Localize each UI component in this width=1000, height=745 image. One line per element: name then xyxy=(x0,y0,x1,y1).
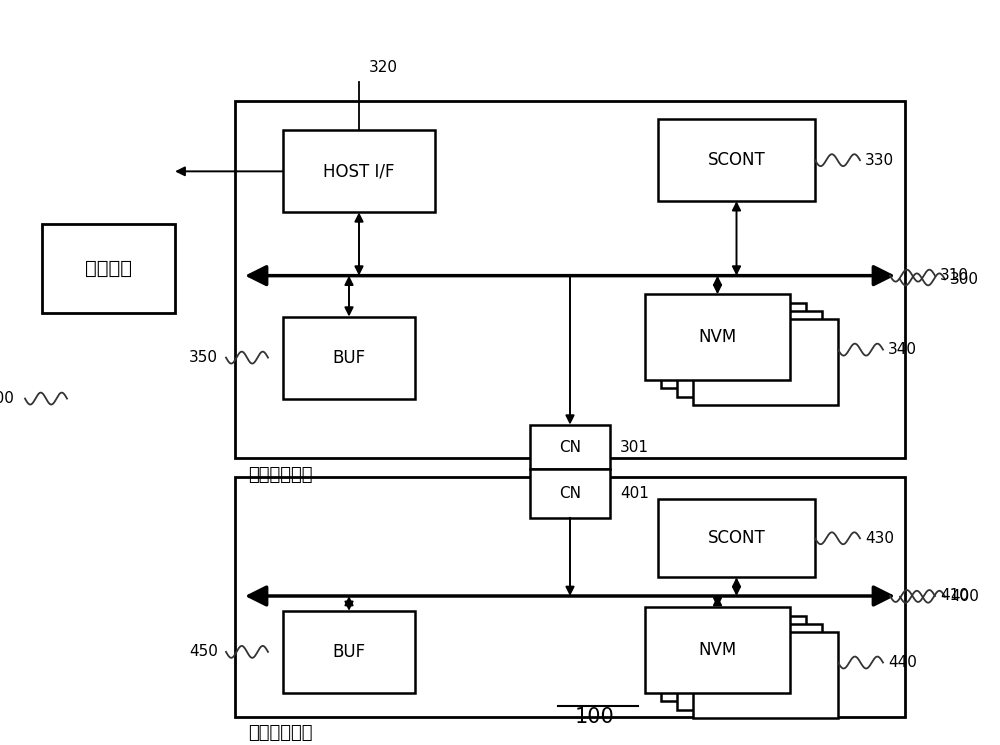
Text: 410: 410 xyxy=(940,589,969,603)
Text: 350: 350 xyxy=(189,350,218,365)
Text: NVM: NVM xyxy=(698,641,737,659)
Bar xyxy=(677,624,822,709)
Text: 440: 440 xyxy=(888,655,917,670)
Bar xyxy=(693,320,838,405)
Text: 第一存储设备: 第一存储设备 xyxy=(248,466,312,484)
Bar xyxy=(530,469,610,518)
Text: SCONT: SCONT xyxy=(708,529,765,548)
Bar xyxy=(283,611,415,693)
Text: CN: CN xyxy=(559,440,581,454)
Bar xyxy=(235,101,905,458)
Text: 450: 450 xyxy=(189,644,218,659)
Bar xyxy=(677,311,822,396)
Text: BUF: BUF xyxy=(332,643,366,661)
Bar xyxy=(283,317,415,399)
Text: 401: 401 xyxy=(620,486,649,501)
Bar xyxy=(661,302,806,388)
Text: SCONT: SCONT xyxy=(708,151,765,169)
Bar xyxy=(235,477,905,717)
Text: 430: 430 xyxy=(865,530,894,546)
Text: HOST I/F: HOST I/F xyxy=(323,162,395,180)
Text: CN: CN xyxy=(559,486,581,501)
Text: 330: 330 xyxy=(865,153,894,168)
Text: NVM: NVM xyxy=(698,328,737,346)
Bar xyxy=(530,425,610,469)
Text: 300: 300 xyxy=(950,272,979,287)
Bar xyxy=(693,633,838,718)
Text: 301: 301 xyxy=(620,440,649,454)
Text: 400: 400 xyxy=(950,589,979,604)
Bar xyxy=(645,294,790,380)
Text: 主机设备: 主机设备 xyxy=(85,259,132,278)
Bar xyxy=(283,130,435,212)
Text: 第二存储设备: 第二存储设备 xyxy=(248,724,312,742)
Text: 100: 100 xyxy=(575,707,615,726)
Text: BUF: BUF xyxy=(332,349,366,367)
Bar xyxy=(42,224,175,313)
Text: 340: 340 xyxy=(888,342,917,357)
Text: 200: 200 xyxy=(0,391,15,406)
Bar xyxy=(645,607,790,693)
Bar xyxy=(661,615,806,701)
Bar xyxy=(658,119,815,201)
Text: 320: 320 xyxy=(369,60,398,74)
Text: 310: 310 xyxy=(940,268,969,283)
Bar xyxy=(658,499,815,577)
